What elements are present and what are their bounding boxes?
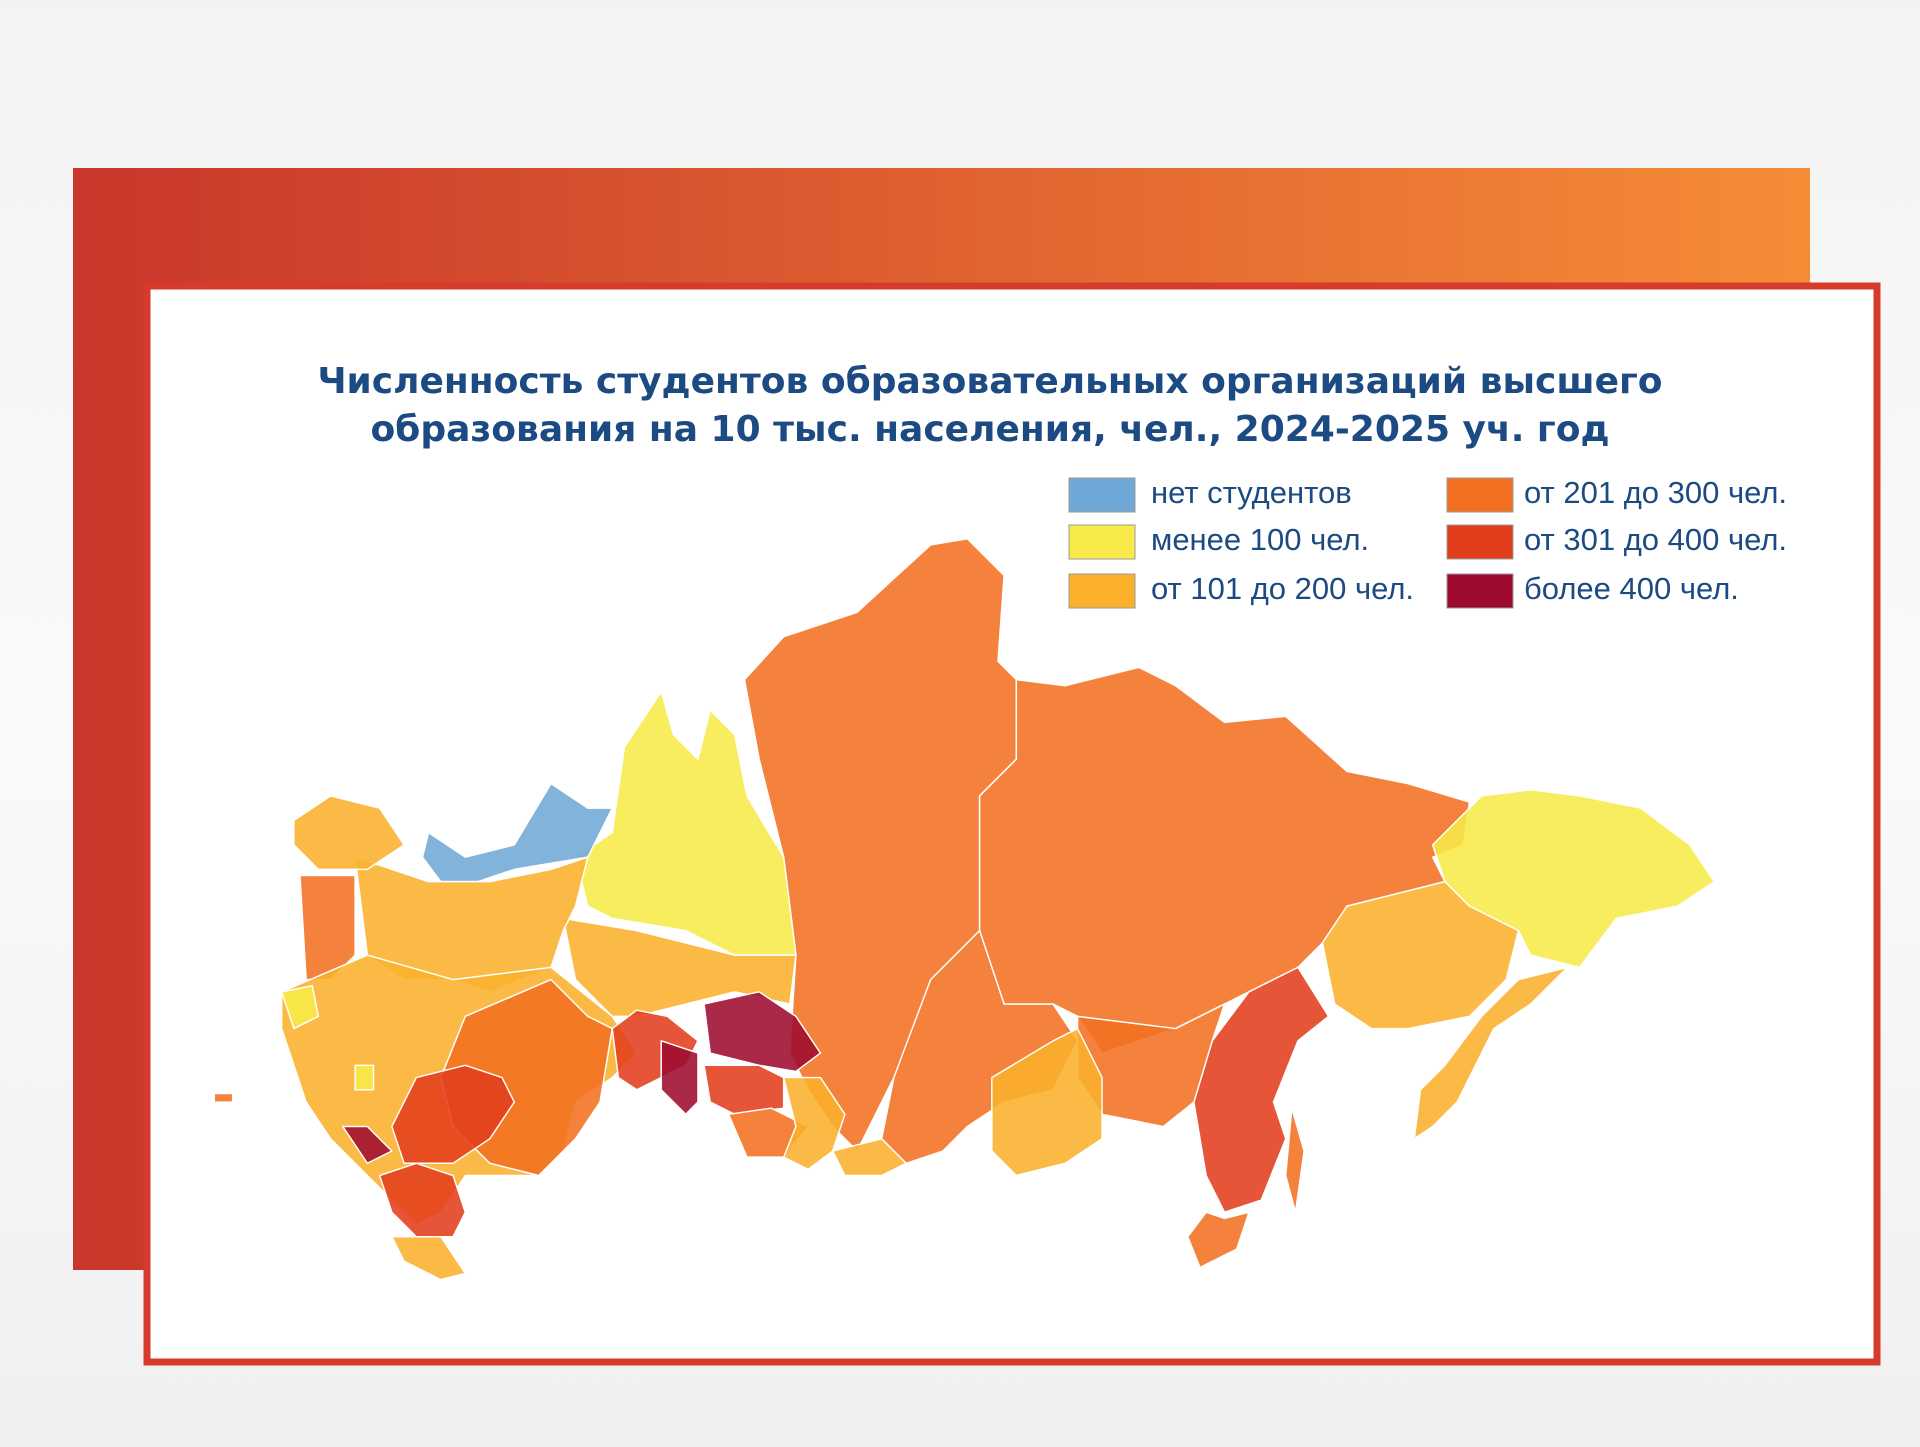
region: [1187, 1211, 1250, 1269]
region: [782, 1076, 846, 1171]
region: [342, 1125, 393, 1165]
title-line: образования на 10 тыс. населения, чел., …: [370, 409, 1609, 450]
legend-swatch: [1068, 477, 1136, 513]
legend-label: от 201 до 300 чел.: [1524, 475, 1787, 510]
region: [831, 1138, 907, 1177]
region: [280, 984, 320, 1030]
legend-label: менее 100 чел.: [1151, 522, 1369, 557]
legend-label: более 400 чел.: [1524, 571, 1739, 606]
legend-label: от 101 до 200 чел.: [1151, 571, 1414, 606]
legend-label: от 301 до 400 чел.: [1524, 522, 1787, 557]
region: [378, 1162, 467, 1238]
region: [391, 1236, 467, 1281]
legend-swatch: [1446, 477, 1514, 513]
map: [213, 538, 1716, 1281]
legend-swatch: [1068, 573, 1136, 609]
region: [991, 1027, 1103, 1177]
region: [1413, 966, 1569, 1140]
legend-swatch: [1068, 524, 1136, 560]
legend-swatch: [1446, 524, 1514, 560]
region: [421, 782, 613, 883]
region: [213, 1092, 234, 1103]
region: [354, 1064, 375, 1091]
region: [293, 795, 405, 871]
title-line: Численность студентов образовательных ор…: [317, 361, 1662, 402]
region: [391, 1064, 516, 1165]
legend: нет студентов менее 100 чел. от 101 до 200…: [1068, 475, 1787, 609]
legend-label: нет студентов: [1151, 475, 1352, 510]
region: [703, 1064, 785, 1116]
legend-swatch: [1446, 573, 1514, 609]
region: [1321, 880, 1520, 1030]
region: [660, 1040, 699, 1116]
region: [703, 991, 822, 1073]
region: [1193, 966, 1330, 1213]
region: [1284, 1107, 1305, 1213]
